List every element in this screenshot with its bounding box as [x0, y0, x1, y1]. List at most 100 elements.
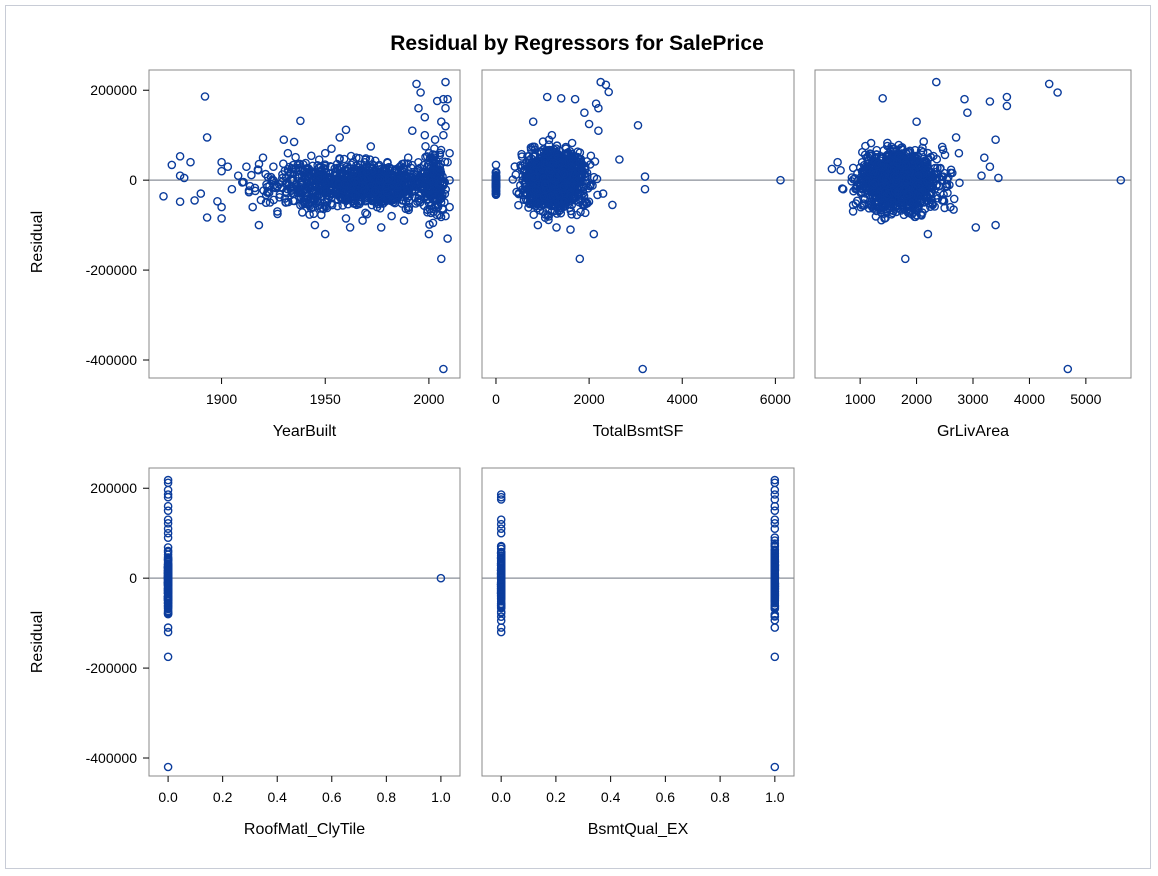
- y-tick-label: -200000: [86, 262, 138, 278]
- data-point: [559, 169, 569, 179]
- data-point: [445, 148, 454, 158]
- data-point: [558, 158, 567, 168]
- data-point: [403, 153, 413, 162]
- data-point: [496, 612, 506, 622]
- data-point: [859, 201, 869, 210]
- data-point: [361, 208, 370, 218]
- data-point: [1053, 88, 1062, 97]
- data-point: [521, 182, 530, 192]
- data-point: [770, 524, 780, 534]
- data-point: [340, 179, 350, 189]
- x-tick-label: 1.0: [765, 789, 785, 805]
- data-point: [415, 197, 425, 207]
- data-point: [833, 157, 842, 167]
- data-point: [233, 171, 243, 180]
- data-point: [441, 211, 450, 221]
- data-point: [320, 161, 330, 171]
- data-point: [436, 117, 446, 126]
- y-tick-label: 200000: [90, 480, 137, 496]
- data-point: [331, 189, 340, 198]
- data-point: [913, 171, 923, 181]
- data-point: [491, 175, 501, 185]
- data-point: [770, 652, 780, 662]
- data-point: [985, 97, 995, 106]
- data-point: [351, 190, 360, 200]
- data-point: [897, 195, 906, 205]
- data-point: [530, 172, 539, 182]
- data-point: [350, 177, 359, 186]
- data-point: [949, 194, 959, 204]
- data-point: [305, 210, 314, 219]
- data-point: [429, 167, 438, 176]
- data-point: [429, 155, 438, 165]
- x-axis-label: BsmtQual_EX: [588, 821, 689, 838]
- data-point: [273, 209, 282, 219]
- data-point: [838, 184, 848, 194]
- data-point: [163, 519, 173, 528]
- data-point: [163, 584, 173, 593]
- data-point: [827, 164, 837, 174]
- data-point: [393, 182, 402, 192]
- data-point: [836, 165, 845, 175]
- data-point: [848, 163, 858, 173]
- y-tick-label: 0: [129, 172, 137, 188]
- data-point: [387, 182, 397, 192]
- data-point: [300, 171, 309, 180]
- chart-title: Residual by Regressors for SalePrice: [390, 32, 764, 55]
- data-point: [552, 209, 562, 218]
- data-point: [288, 160, 298, 170]
- marker-group: [827, 77, 1126, 374]
- data-point: [200, 92, 210, 101]
- y-tick-label: 0: [129, 570, 137, 586]
- data-point: [496, 515, 506, 525]
- data-point: [868, 166, 878, 176]
- data-point: [416, 88, 425, 97]
- data-point: [425, 167, 435, 176]
- x-tick-label: 0.6: [656, 789, 676, 805]
- data-point: [496, 599, 506, 609]
- data-point: [424, 148, 434, 158]
- data-point: [559, 182, 569, 191]
- data-point: [592, 174, 602, 184]
- data-point: [633, 121, 643, 130]
- data-point: [258, 153, 268, 162]
- data-point: [522, 188, 532, 197]
- data-point: [866, 138, 876, 148]
- data-point: [1063, 364, 1073, 374]
- x-tick-label: 5000: [1070, 391, 1101, 407]
- y-tick-label: -400000: [86, 352, 138, 368]
- data-point: [306, 151, 316, 161]
- data-point: [980, 153, 989, 162]
- data-point: [202, 213, 212, 222]
- data-point: [435, 148, 445, 158]
- data-point: [436, 212, 446, 222]
- data-point: [581, 208, 590, 218]
- data-point: [163, 515, 173, 525]
- scatter-panels: 1900 1950 2000YearBuilt2000000-200000-4000…: [86, 69, 1132, 838]
- x-axis-label: TotalBsmtSF: [593, 423, 684, 440]
- data-point: [588, 181, 597, 190]
- data-point: [770, 561, 780, 570]
- data-point: [951, 133, 961, 142]
- data-point: [273, 207, 282, 216]
- panel-frame: [148, 467, 461, 777]
- data-point: [539, 192, 549, 202]
- data-point: [424, 229, 434, 239]
- data-point: [335, 133, 345, 142]
- data-point: [887, 165, 896, 174]
- data-point: [496, 590, 506, 600]
- data-point: [530, 145, 540, 155]
- data-point: [263, 172, 273, 182]
- data-point: [887, 198, 897, 208]
- data-point: [542, 92, 552, 102]
- data-point: [436, 193, 446, 203]
- data-point: [770, 579, 780, 588]
- data-point: [341, 214, 351, 223]
- data-point: [872, 159, 882, 169]
- data-point: [163, 492, 173, 502]
- data-point: [217, 157, 226, 167]
- data-point: [371, 181, 381, 190]
- data-point: [393, 171, 403, 180]
- data-point: [770, 501, 780, 511]
- data-point: [539, 147, 549, 157]
